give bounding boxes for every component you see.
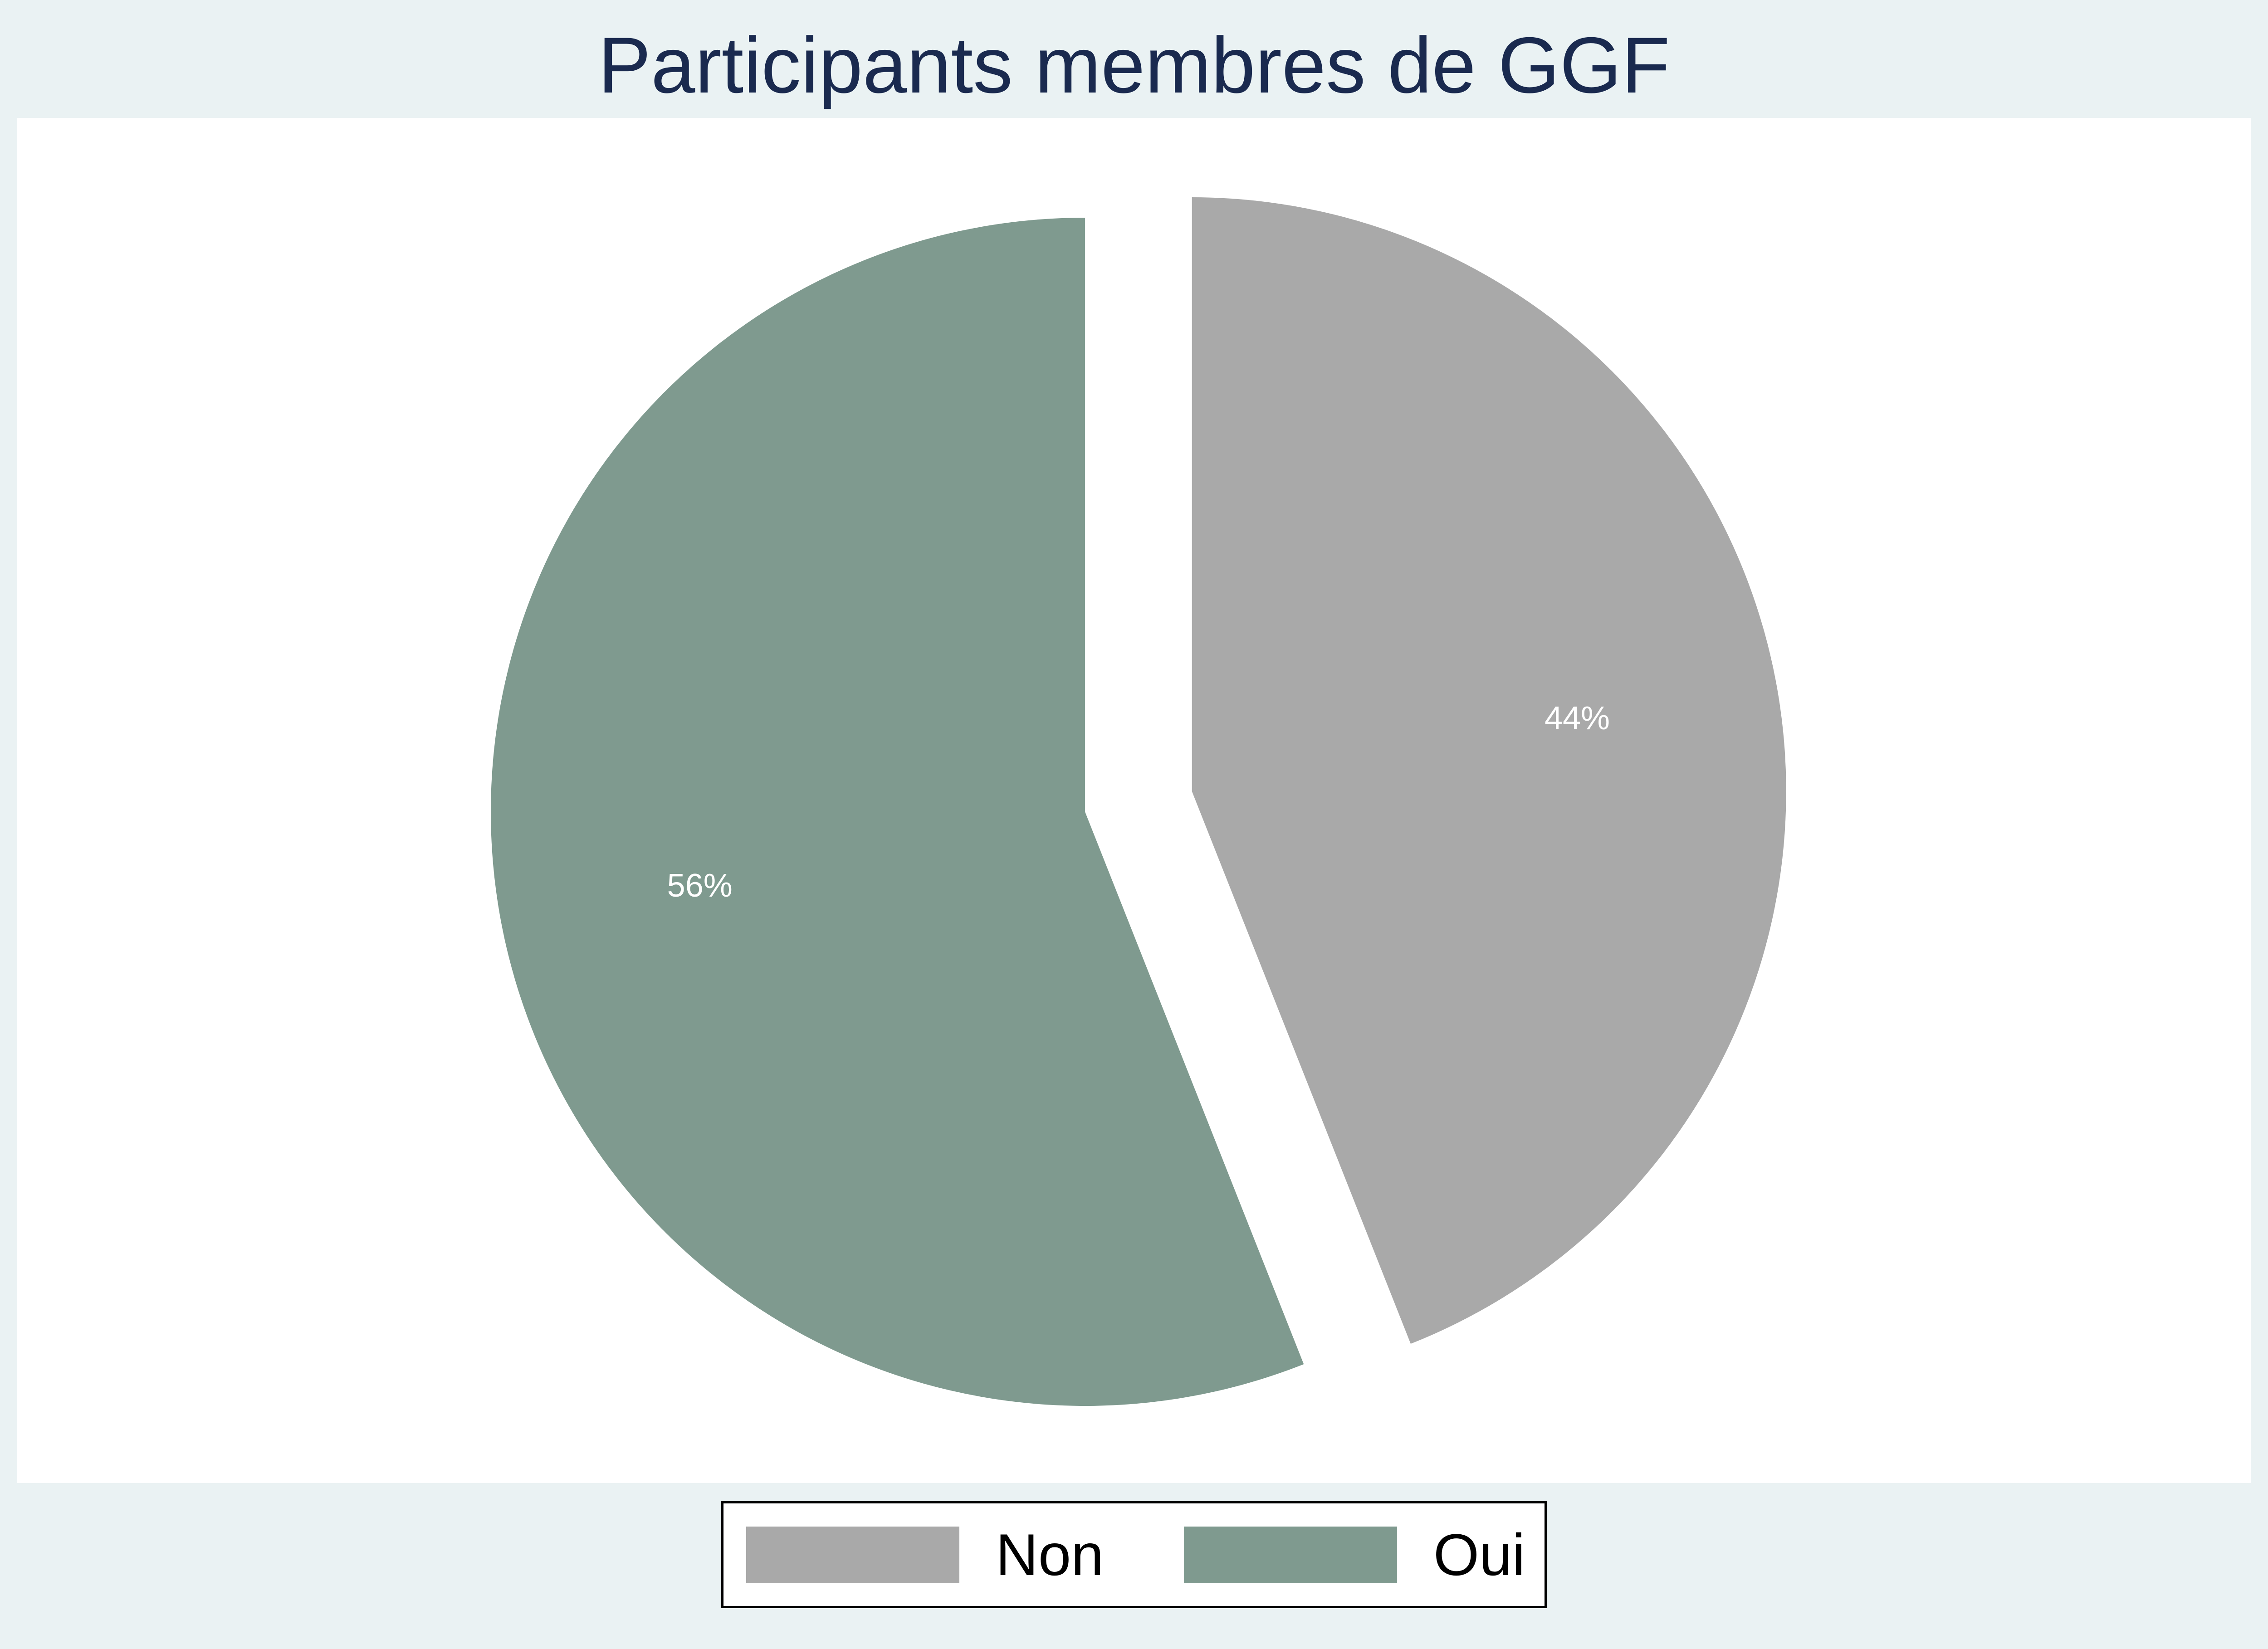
pie-chart: 44% 56% (491, 197, 1786, 1406)
legend: Non Oui (721, 1501, 1547, 1608)
legend-swatch-non (746, 1526, 959, 1583)
legend-item-oui: Oui (1184, 1503, 1525, 1606)
pie-label-non: 44% (1545, 700, 1610, 737)
chart-title: Participants membres de GGF (598, 21, 1670, 110)
legend-item-non: Non (746, 1503, 1104, 1606)
legend-swatch-oui (1184, 1526, 1397, 1583)
pie-slice-oui (491, 218, 1304, 1406)
plot-area: 44% 56% (17, 118, 2251, 1483)
legend-label-non: Non (996, 1522, 1104, 1588)
pie-label-oui: 56% (667, 868, 733, 904)
pie-slice-non (1192, 197, 1786, 1344)
legend-label-oui: Oui (1433, 1522, 1525, 1588)
